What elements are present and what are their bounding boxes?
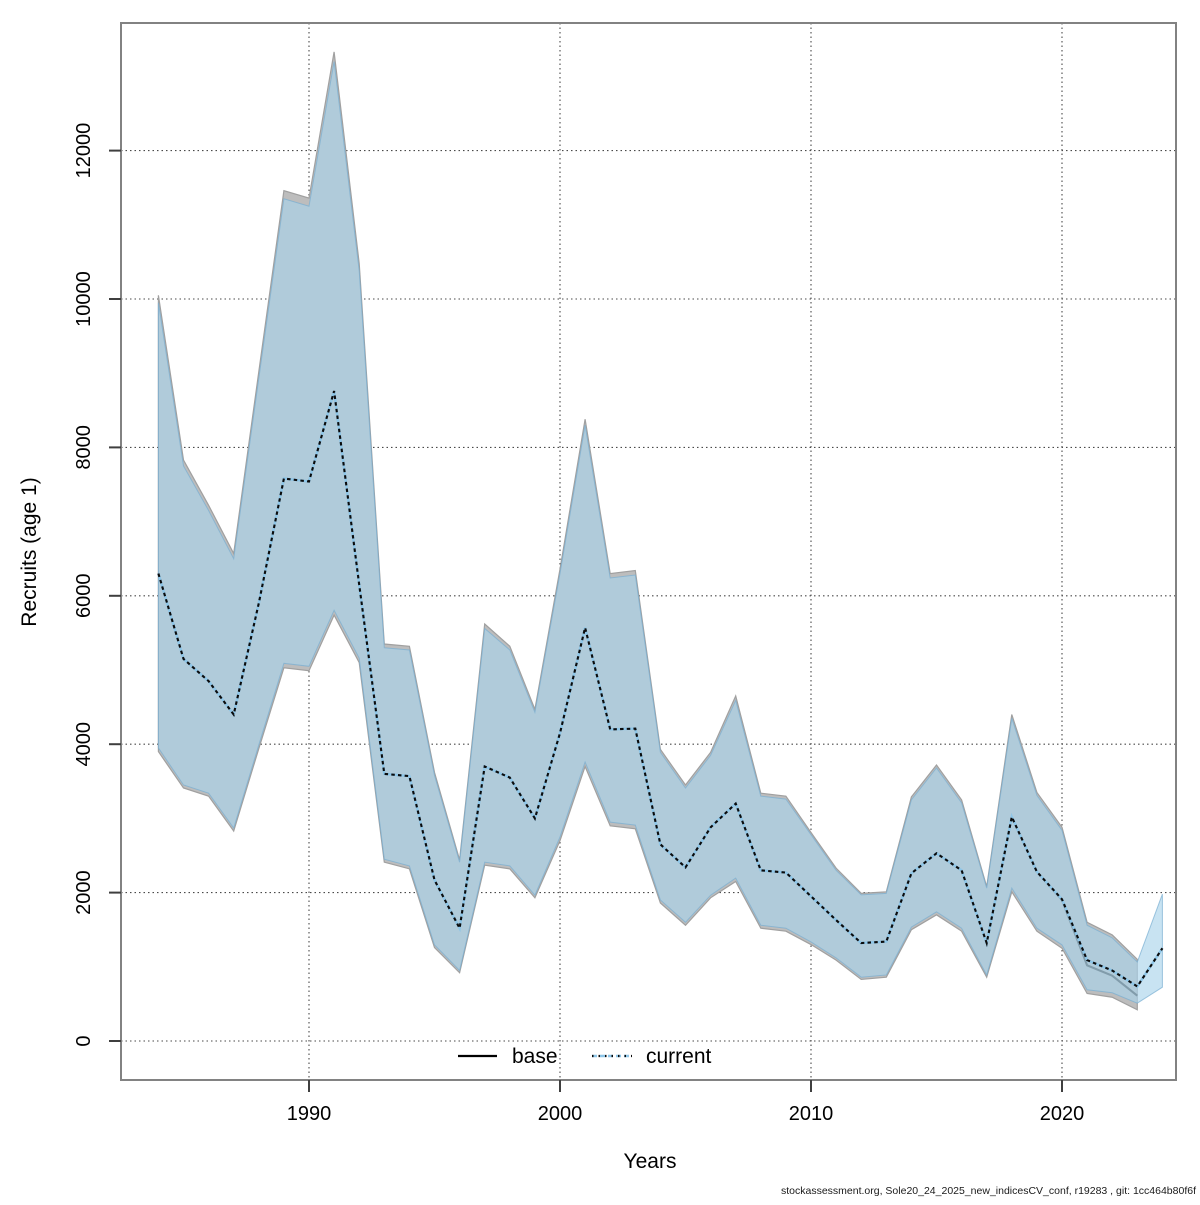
x-axis-title: Years: [624, 1150, 677, 1173]
y-tick-label-0: 0: [73, 1035, 95, 1046]
y-axis-title: Recruits (age 1): [18, 477, 41, 626]
current-confidence-band: [157, 61, 1163, 1004]
y-tick-label-2000: 2000: [73, 870, 95, 915]
y-tick-label-10000: 10000: [73, 271, 95, 327]
x-tick-label-2020: 2020: [1040, 1103, 1085, 1125]
y-tick-label-8000: 8000: [73, 425, 95, 470]
current-line-underlay: [157, 390, 1164, 989]
y-tick-label-6000: 6000: [73, 574, 95, 619]
plot-border: [120, 22, 1177, 1081]
legend-label-base: base: [512, 1045, 558, 1068]
legend-label-current: current: [646, 1045, 712, 1068]
x-tick-label-2000: 2000: [538, 1103, 583, 1125]
legend: base current: [458, 1045, 712, 1068]
x-tick-label-2010: 2010: [789, 1103, 834, 1125]
x-tick-label-1990: 1990: [287, 1103, 332, 1125]
footer-credit: stockassessment.org, Sole20_24_2025_new_…: [781, 1185, 1196, 1197]
chart-layer: 0 2000 4000 6000 8000 10000 12000 1990 2000 2010 2…: [73, 22, 1177, 1125]
y-tick-label-4000: 4000: [73, 722, 95, 767]
y-tick-label-12000: 12000: [73, 123, 95, 179]
